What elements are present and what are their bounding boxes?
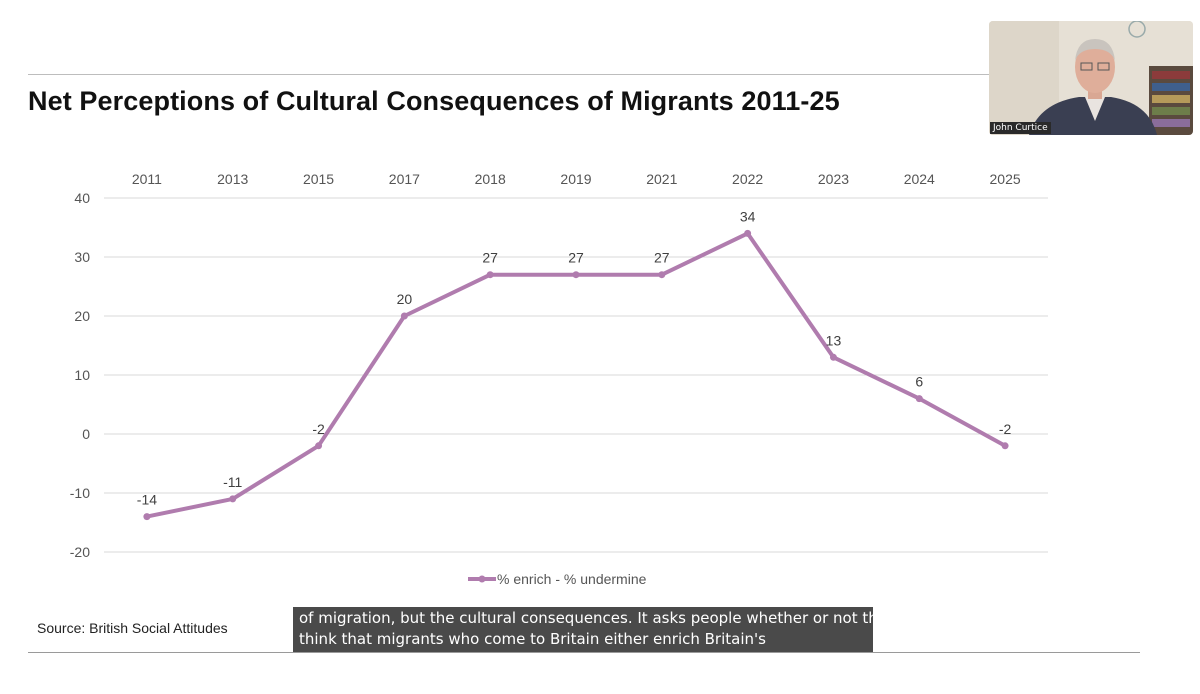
data-label: -11 — [223, 474, 242, 490]
webcam-feed[interactable]: John Curtice — [989, 21, 1193, 135]
data-point — [486, 271, 494, 279]
data-label: 13 — [826, 332, 842, 348]
x-axis: 2011 2013 2015 2017 2018 2019 2021 2022 2023 2024… — [132, 171, 1021, 187]
x-tick-label: 2024 — [904, 171, 935, 187]
x-tick-label: 2015 — [303, 171, 334, 187]
y-axis: 40 30 20 10 0 -10 -20 — [70, 190, 90, 560]
x-tick-label: 2022 — [732, 171, 763, 187]
data-point — [143, 513, 151, 521]
data-point — [229, 495, 237, 503]
data-point — [315, 442, 323, 450]
data-label: -2 — [312, 421, 325, 437]
y-tick-label: 10 — [74, 367, 90, 383]
y-tick-label: 20 — [74, 308, 90, 324]
x-tick-label: 2011 — [132, 171, 162, 187]
data-point — [744, 229, 752, 237]
data-label: 6 — [915, 374, 923, 390]
caption-line-2: think that migrants who come to Britain … — [299, 630, 766, 648]
legend-label: % enrich - % undermine — [497, 571, 647, 587]
data-label: -14 — [137, 492, 157, 508]
data-label: -2 — [999, 421, 1012, 437]
caption-line-1: of migration, but the cultural consequen… — [299, 609, 896, 627]
x-tick-label: 2017 — [389, 171, 420, 187]
x-tick-label: 2023 — [818, 171, 849, 187]
series — [143, 229, 1009, 521]
top-divider — [28, 74, 990, 75]
x-tick-label: 2019 — [560, 171, 591, 187]
webcam-image — [989, 21, 1193, 135]
data-point — [1001, 442, 1009, 450]
data-label: 20 — [397, 291, 413, 307]
y-tick-label: 30 — [74, 249, 90, 265]
data-label: 27 — [654, 250, 670, 266]
y-tick-label: 40 — [74, 190, 90, 206]
data-point — [915, 395, 923, 403]
data-point — [829, 353, 837, 361]
y-tick-label: 0 — [82, 426, 90, 442]
data-label: 34 — [740, 208, 756, 224]
legend-marker — [478, 575, 486, 583]
gridlines — [104, 197, 1048, 553]
bottom-divider — [28, 652, 1140, 653]
y-tick-label: -10 — [70, 485, 90, 501]
data-labels: -14 -11 -2 20 27 27 27 34 13 6 -2 — [137, 208, 1012, 507]
x-tick-label: 2025 — [990, 171, 1021, 187]
data-label: 27 — [482, 250, 498, 266]
x-tick-label: 2013 — [217, 171, 248, 187]
y-tick-label: -20 — [70, 544, 90, 560]
data-label: 27 — [568, 250, 584, 266]
legend: % enrich - % undermine — [468, 571, 647, 587]
video-caption: of migration, but the cultural consequen… — [293, 607, 896, 652]
data-point — [658, 271, 666, 279]
source-note: Source: British Social Attitudes — [37, 620, 228, 636]
webcam-name-tag: John Curtice — [990, 122, 1051, 134]
x-tick-label: 2021 — [646, 171, 677, 187]
data-point — [400, 312, 408, 320]
x-tick-label: 2018 — [475, 171, 506, 187]
slide-title: Net Perceptions of Cultural Consequences… — [28, 86, 840, 116]
data-point — [572, 271, 580, 279]
